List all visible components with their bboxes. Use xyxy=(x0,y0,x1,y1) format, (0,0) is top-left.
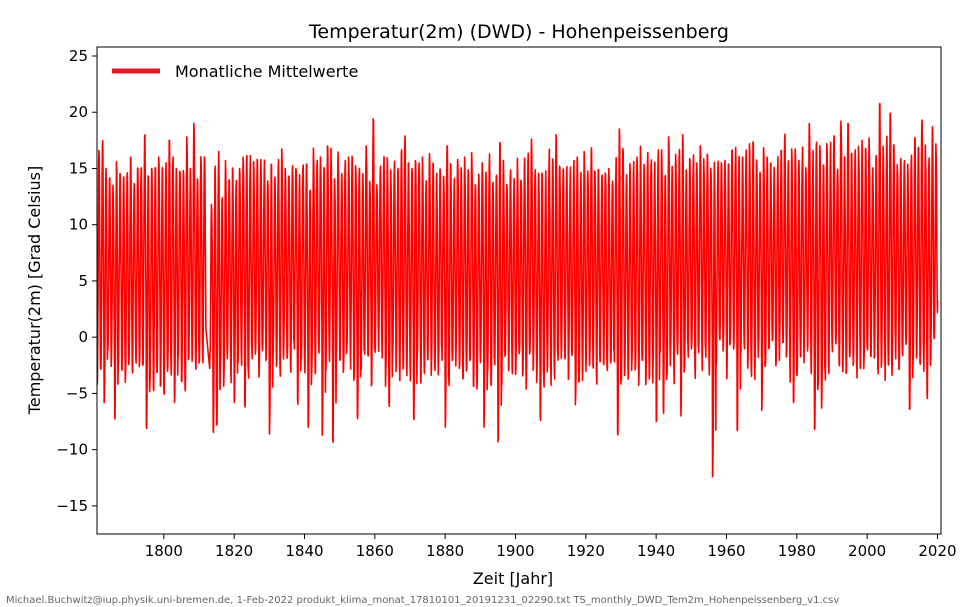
plot-frame xyxy=(96,46,942,535)
y-tick-label: −5 xyxy=(66,384,88,402)
x-tick-label: 2020 xyxy=(918,542,956,560)
legend-label: Monatliche Mittelwerte xyxy=(175,62,358,81)
x-axis-label: Zeit [Jahr] xyxy=(473,569,553,588)
legend: Monatliche Mittelwerte xyxy=(112,62,358,81)
chart-title: Temperatur(2m) (DWD) - Hohenpeissenberg xyxy=(308,21,729,43)
x-tick-label: 1880 xyxy=(426,542,464,560)
series-group xyxy=(97,102,939,478)
series-line-monthly xyxy=(97,102,939,478)
y-tick-label: 10 xyxy=(69,216,88,234)
x-tick-label: 1800 xyxy=(145,542,183,560)
y-tick-label: 25 xyxy=(69,47,88,65)
y-tick-label: 5 xyxy=(78,272,88,290)
x-tick-label: 1900 xyxy=(496,542,534,560)
y-axis: −15 −10 −5 0 5 10 15 20 25 xyxy=(56,47,97,515)
x-tick-label: 1860 xyxy=(356,542,394,560)
x-tick-label: 1960 xyxy=(707,542,745,560)
y-tick-label: 20 xyxy=(69,103,88,121)
y-tick-label: −10 xyxy=(56,441,88,459)
x-axis: 1800 1820 1840 1860 1880 1900 1920 1940 1960 1980… xyxy=(145,534,957,560)
x-tick-label: 1940 xyxy=(637,542,675,560)
x-tick-label: 1840 xyxy=(285,542,323,560)
x-tick-label: 1920 xyxy=(567,542,605,560)
x-tick-label: 1980 xyxy=(778,542,816,560)
y-tick-label: 0 xyxy=(78,328,88,346)
footer-note: Michael.Buchwitz@iup.physik.uni-bremen.d… xyxy=(6,595,839,606)
x-tick-label: 2000 xyxy=(848,542,886,560)
y-tick-label: 15 xyxy=(69,159,88,177)
x-tick-label: 1820 xyxy=(215,542,253,560)
y-axis-label: Temperatur(2m) [Grad Celsius] xyxy=(25,166,44,415)
y-tick-label: −15 xyxy=(56,497,88,515)
